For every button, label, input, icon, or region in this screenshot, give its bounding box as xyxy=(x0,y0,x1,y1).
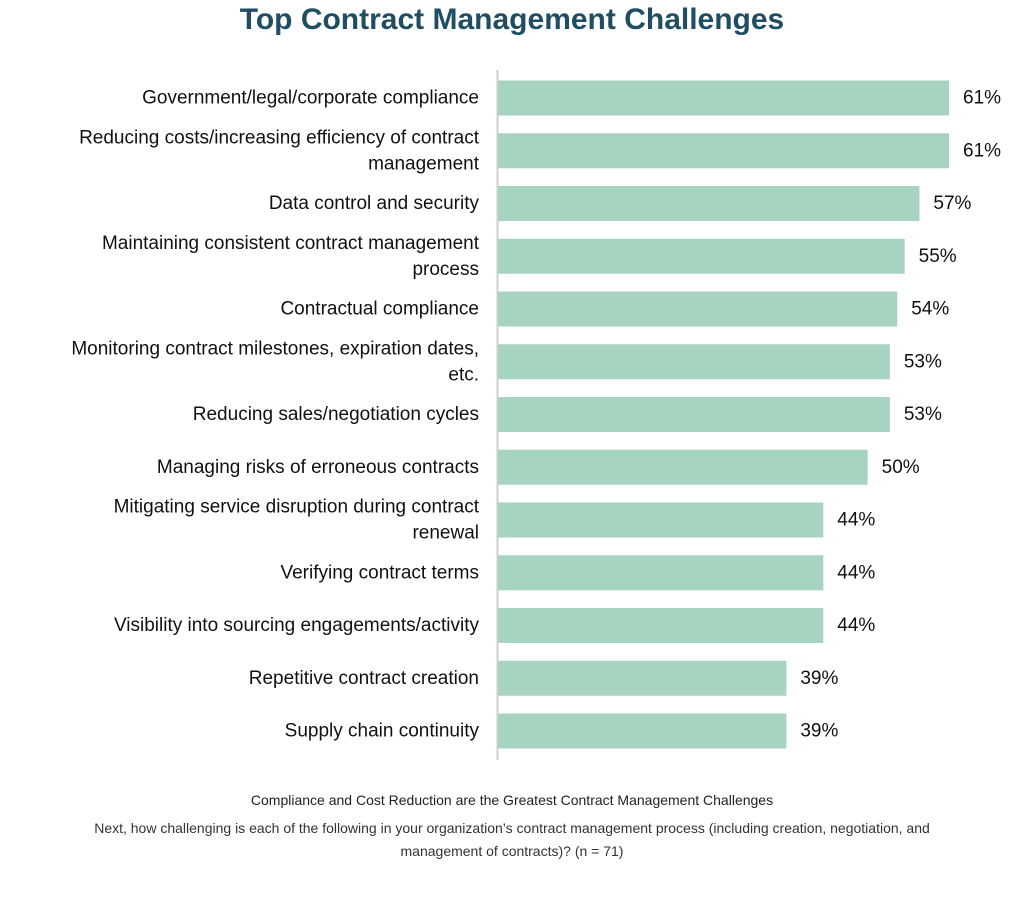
bar-3 xyxy=(498,186,920,221)
bar-5 xyxy=(498,291,898,327)
category-label-line: Reducing costs/increasing efficiency of … xyxy=(79,127,480,148)
bar-value-label-7: 53% xyxy=(904,404,942,425)
caption-title: Compliance and Cost Reduction are the Gr… xyxy=(250,792,774,808)
bar-value-label-1: 61% xyxy=(963,88,1001,109)
category-label-6: Monitoring contract milestones, expirati… xyxy=(71,338,479,385)
category-label-line: Monitoring contract milestones, expirati… xyxy=(71,338,479,359)
bar-value-label-5: 54% xyxy=(911,299,949,320)
category-label-4: Maintaining consistent contract manageme… xyxy=(102,233,480,280)
bar-value-label-11: 44% xyxy=(837,615,875,636)
bars-group: 61% Government/legal/corporate compliance… xyxy=(71,80,1001,749)
caption-note: Next, how challenging is each of the fol… xyxy=(10,817,1014,863)
bar-9 xyxy=(498,502,824,538)
category-label-line: Reducing sales/negotiation cycles xyxy=(193,404,479,425)
category-label-10: Verifying contract terms xyxy=(280,562,479,583)
category-label-line: Maintaining consistent contract manageme… xyxy=(102,233,480,254)
bar-value-label-9: 44% xyxy=(837,510,875,531)
category-label-1: Government/legal/corporate compliance xyxy=(142,88,479,109)
bar-value-label-2: 61% xyxy=(963,140,1001,161)
category-label-line: renewal xyxy=(412,523,479,544)
bar-value-label-13: 39% xyxy=(800,721,838,742)
bar-4 xyxy=(498,238,905,274)
category-label-line: Verifying contract terms xyxy=(280,562,479,583)
caption-note-line-1: Next, how challenging is each of the fol… xyxy=(94,820,930,836)
category-label-11: Visibility into sourcing engagements/act… xyxy=(114,615,480,636)
bar-2 xyxy=(498,133,949,169)
category-label-line: Repetitive contract creation xyxy=(249,668,479,689)
category-label-line: Data control and security xyxy=(269,193,480,214)
category-label-13: Supply chain continuity xyxy=(285,721,480,742)
bar-value-label-3: 57% xyxy=(933,193,971,214)
category-label-line: Supply chain continuity xyxy=(285,721,480,742)
caption-note-line-2: management of contracts)? (n = 71) xyxy=(400,843,624,859)
category-label-line: Visibility into sourcing engagements/act… xyxy=(114,615,480,636)
category-label-9: Mitigating service disruption during con… xyxy=(114,497,480,544)
category-label-line: Contractual compliance xyxy=(280,299,479,320)
category-label-2: Reducing costs/increasing efficiency of … xyxy=(79,127,480,174)
category-label-5: Contractual compliance xyxy=(280,299,479,320)
bar-7 xyxy=(498,397,890,432)
bar-value-label-10: 44% xyxy=(837,562,875,583)
category-label-line: management xyxy=(368,153,480,174)
category-label-line: Government/legal/corporate compliance xyxy=(142,88,479,109)
bar-value-label-6: 53% xyxy=(904,351,942,372)
bar-8 xyxy=(498,449,868,485)
bar-chart: 61% Government/legal/corporate compliance… xyxy=(71,70,1001,760)
bar-6 xyxy=(498,344,890,380)
category-label-line: Managing risks of erroneous contracts xyxy=(157,457,479,478)
chart-title: Top Contract Management Challenges xyxy=(239,3,785,36)
category-label-7: Reducing sales/negotiation cycles xyxy=(193,404,479,425)
bar-12 xyxy=(498,660,787,696)
bar-11 xyxy=(498,608,824,643)
bar-1 xyxy=(498,80,949,116)
bar-value-label-4: 55% xyxy=(919,246,957,267)
category-label-3: Data control and security xyxy=(269,193,480,214)
bar-value-label-8: 50% xyxy=(882,457,920,478)
bar-10 xyxy=(498,555,824,591)
category-label-line: Mitigating service disruption during con… xyxy=(114,497,480,518)
bar-value-label-12: 39% xyxy=(800,668,838,689)
category-label-12: Repetitive contract creation xyxy=(249,668,479,689)
category-label-line: etc. xyxy=(448,364,479,385)
category-label-line: process xyxy=(412,259,479,280)
bar-13 xyxy=(498,713,787,749)
category-label-8: Managing risks of erroneous contracts xyxy=(157,457,479,478)
